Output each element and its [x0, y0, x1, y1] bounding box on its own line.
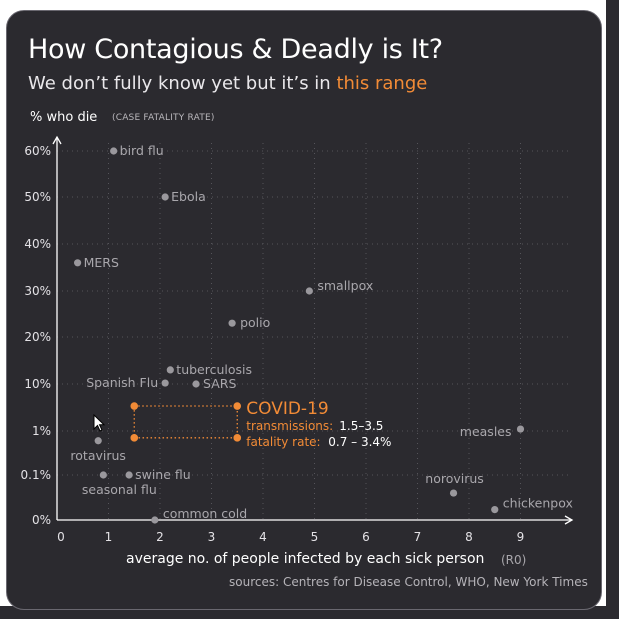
data-point — [161, 193, 169, 201]
data-point — [110, 147, 118, 155]
y-tick-label: 0% — [32, 513, 51, 527]
x-tick-label: 9 — [517, 530, 525, 544]
y-tick-label: 10% — [24, 377, 51, 391]
outer-border-right — [606, 0, 619, 619]
point-label: common cold — [163, 506, 247, 521]
covid-transmissions-label: transmissions: — [246, 419, 333, 433]
covid-fatality-value: 0.7 – 3.4% — [328, 435, 391, 449]
x-tick-label: 8 — [465, 530, 473, 544]
point-label: bird flu — [120, 143, 164, 158]
point-label: SARS — [203, 376, 236, 391]
chart-subtitle: We don’t fully know yet but it’s in this… — [28, 73, 427, 94]
subtitle-highlight: this range — [336, 73, 428, 94]
data-point — [516, 425, 525, 433]
data-point — [125, 471, 133, 479]
data-point — [228, 319, 236, 327]
covid-corner-point — [130, 434, 139, 442]
x-tick-label: 5 — [311, 530, 319, 544]
y-tick-label: 20% — [24, 330, 51, 344]
covid-corner-point — [233, 434, 242, 442]
x-tick-label: 6 — [362, 530, 370, 544]
y-tick-label: 60% — [24, 144, 51, 158]
x-tick-label: 2 — [156, 530, 164, 544]
data-point — [99, 471, 107, 479]
data-point — [192, 380, 200, 388]
x-axis-sublabel: (R0) — [501, 553, 527, 567]
point-label: Ebola — [171, 189, 206, 204]
data-point — [161, 379, 169, 387]
subtitle-text: We don’t fully know yet but it’s in — [28, 73, 337, 94]
mouse-cursor-icon — [93, 414, 106, 432]
point-label: smallpox — [317, 278, 373, 293]
covid-corner-point — [233, 402, 242, 410]
data-point — [151, 516, 159, 524]
covid-label: COVID-19 — [246, 399, 328, 419]
y-tick-label: 1% — [32, 424, 51, 438]
y-tick-label: 0.1% — [21, 468, 52, 482]
x-axis-label: average no. of people infected by each s… — [126, 551, 485, 567]
data-point — [94, 437, 102, 445]
point-label: swine flu — [135, 467, 191, 482]
y-tick-label: 40% — [24, 237, 51, 251]
y-tick-label: 50% — [24, 190, 51, 204]
chart-title: How Contagious & Deadly is It? — [28, 34, 443, 65]
y-axis-arrow — [52, 135, 62, 145]
point-label: polio — [240, 315, 270, 330]
x-tick-label: 4 — [259, 530, 267, 544]
point-label: norovirus — [425, 471, 484, 486]
covid-transmissions-value: 1.5–3.5 — [339, 419, 383, 433]
point-label: MERS — [84, 255, 119, 270]
x-tick-label: 7 — [414, 530, 422, 544]
y-axis-label: % who die — [30, 110, 98, 125]
data-point — [305, 287, 313, 295]
data-point — [491, 505, 499, 514]
x-axis-arrow — [564, 515, 574, 525]
data-point — [74, 259, 82, 267]
chart-card — [6, 10, 602, 610]
point-label: rotavirus — [70, 448, 126, 463]
source-note: sources: Centres for Disease Control, WH… — [229, 575, 588, 589]
point-label: seasonal flu — [82, 482, 157, 497]
data-point — [166, 366, 174, 374]
covid-range-box — [133, 405, 238, 439]
x-tick-label: 1 — [105, 530, 113, 544]
x-tick-label: 0 — [57, 530, 65, 544]
y-axis-sublabel: (CASE FATALITY RATE) — [112, 113, 215, 123]
y-tick-label: 30% — [24, 284, 51, 298]
point-label: tuberculosis — [176, 362, 252, 377]
data-point — [449, 489, 458, 497]
point-label: measles — [460, 424, 512, 439]
point-label: chickenpox — [503, 496, 573, 511]
point-label: Spanish Flu — [86, 375, 158, 390]
covid-fatality-label: fatality rate: — [246, 435, 320, 449]
covid-corner-point — [130, 402, 139, 410]
x-tick-label: 3 — [208, 530, 216, 544]
